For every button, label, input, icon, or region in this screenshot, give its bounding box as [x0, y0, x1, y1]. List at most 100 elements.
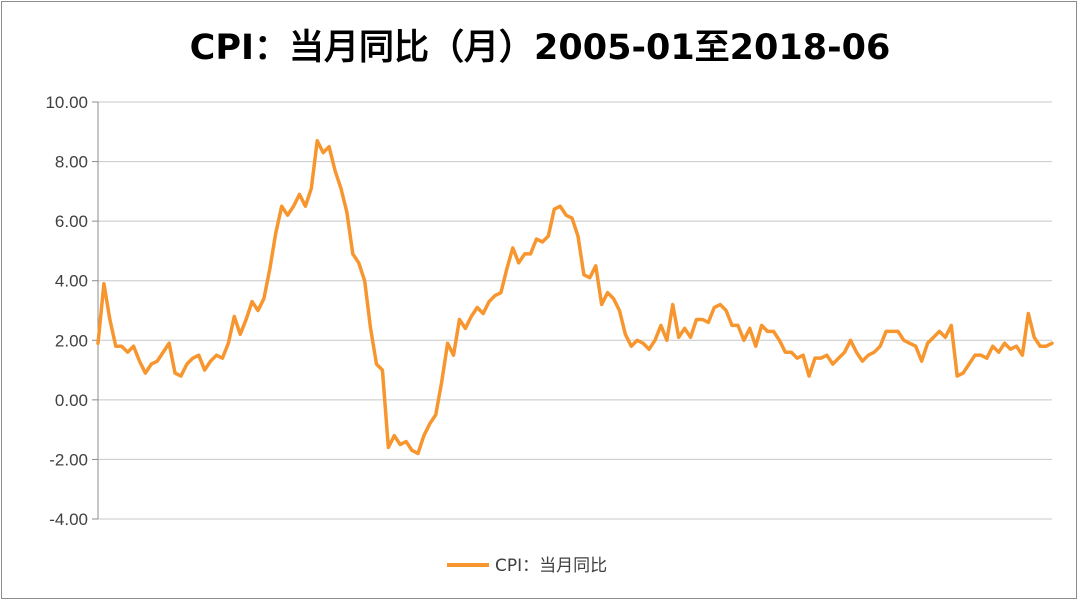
data-point: [813, 356, 817, 360]
data-point: [967, 362, 971, 366]
data-point: [742, 338, 746, 342]
data-point: [173, 371, 177, 375]
data-point: [588, 276, 592, 280]
data-point: [760, 324, 764, 328]
data-point: [807, 374, 811, 378]
data-point: [327, 145, 331, 149]
data-point: [310, 187, 314, 191]
legend: CPI：当月同比: [447, 556, 607, 576]
data-point: [867, 353, 871, 357]
data-point: [635, 338, 639, 342]
data-point: [1050, 341, 1054, 345]
data-point: [505, 267, 509, 271]
series-line: [96, 138, 1054, 456]
data-point: [209, 359, 213, 363]
data-point: [304, 204, 308, 208]
data-point: [902, 338, 906, 342]
data-point: [772, 330, 776, 334]
data-point: [179, 374, 183, 378]
data-point: [878, 344, 882, 348]
data-point: [333, 169, 337, 173]
data-point: [944, 336, 948, 340]
y-tick-label: 6.00: [55, 212, 88, 231]
y-tick-label: 8.00: [55, 153, 88, 172]
data-point: [96, 341, 100, 345]
data-point: [618, 309, 622, 313]
gridlines: [98, 101, 1052, 520]
data-point: [475, 306, 479, 310]
data-point: [789, 350, 793, 354]
data-point: [671, 303, 675, 307]
data-point: [167, 341, 171, 345]
data-point: [321, 151, 325, 155]
y-tick-label: 0.00: [55, 391, 88, 410]
data-point: [872, 350, 876, 354]
data-point: [825, 353, 829, 357]
data-point: [979, 353, 983, 357]
data-point: [896, 330, 900, 334]
data-point: [452, 353, 456, 357]
y-tick-label: 4.00: [55, 272, 88, 291]
data-point: [766, 330, 770, 334]
series-group: [96, 138, 1054, 456]
data-point: [458, 318, 462, 322]
data-point: [932, 336, 936, 340]
data-point: [398, 443, 402, 447]
data-point: [298, 193, 302, 197]
data-point: [410, 449, 414, 453]
data-point: [748, 327, 752, 331]
data-point: [600, 303, 604, 307]
axes: [92, 101, 99, 520]
data-point: [1032, 336, 1036, 340]
data-point: [659, 324, 663, 328]
data-point: [949, 324, 953, 328]
data-point: [926, 341, 930, 345]
data-point: [244, 318, 248, 322]
data-point: [416, 452, 420, 456]
data-point: [404, 440, 408, 444]
data-point: [908, 341, 912, 345]
y-tick-label: 2.00: [55, 331, 88, 350]
data-point: [718, 303, 722, 307]
data-point: [392, 434, 396, 438]
data-point: [132, 344, 136, 348]
data-point: [114, 344, 118, 348]
legend-label: CPI：当月同比: [495, 556, 607, 576]
data-point: [381, 368, 385, 372]
data-point: [641, 341, 645, 345]
data-point: [1009, 347, 1013, 351]
data-point: [369, 327, 373, 331]
data-point: [552, 207, 556, 211]
data-point: [446, 341, 450, 345]
data-point: [677, 336, 681, 340]
data-point: [665, 338, 669, 342]
data-point: [274, 231, 278, 235]
data-point: [594, 264, 598, 268]
data-point: [961, 371, 965, 375]
data-point: [191, 356, 195, 360]
data-point: [185, 362, 189, 366]
data-point: [695, 318, 699, 322]
data-point: [138, 359, 142, 363]
data-point: [558, 204, 562, 208]
data-point: [428, 422, 432, 426]
data-point: [707, 321, 711, 325]
data-point: [440, 380, 444, 384]
data-point: [724, 309, 728, 313]
data-point: [855, 350, 859, 354]
data-point: [582, 273, 586, 277]
data-point: [481, 312, 485, 316]
data-point: [985, 356, 989, 360]
data-point: [736, 324, 740, 328]
data-point: [997, 350, 1001, 354]
data-point: [730, 324, 734, 328]
data-point: [487, 300, 491, 304]
data-point: [683, 327, 687, 331]
data-point: [250, 300, 254, 304]
data-point: [624, 333, 628, 337]
data-point: [144, 371, 148, 375]
data-point: [778, 338, 782, 342]
data-point: [784, 350, 788, 354]
data-point: [564, 213, 568, 217]
data-point: [843, 350, 847, 354]
